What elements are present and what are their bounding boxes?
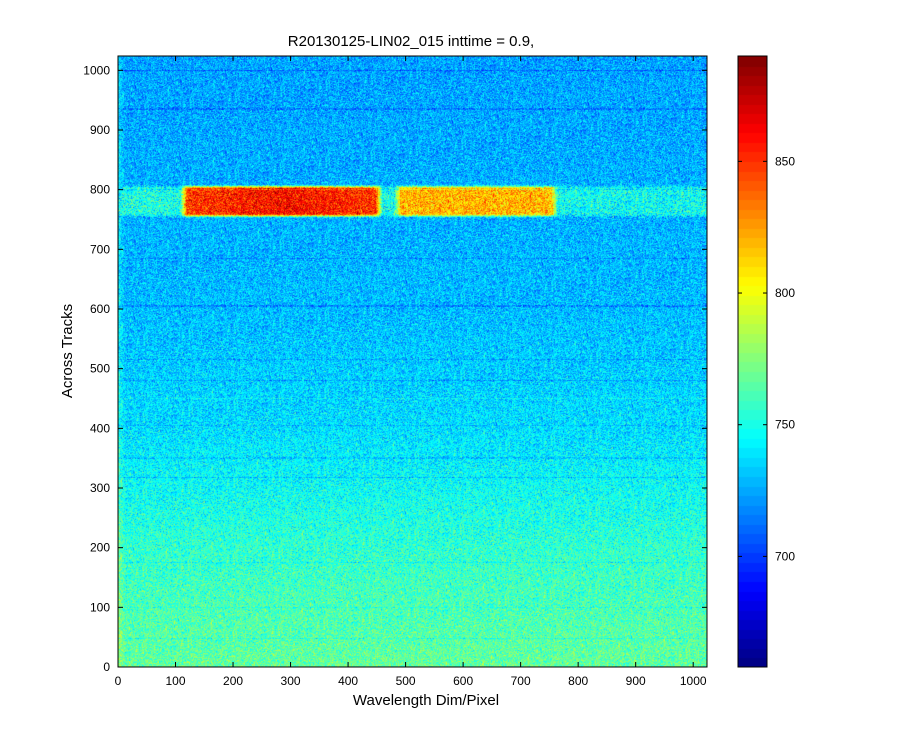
colorbar-frame	[737, 55, 768, 668]
colorbar-axis: 700 750 800 850	[738, 154, 795, 563]
y-tick-label: 500	[90, 362, 110, 376]
y-tick-label: 200	[90, 541, 110, 555]
colorbar-gradient	[738, 56, 767, 667]
x-tick-label: 200	[223, 674, 243, 688]
x-tick-label: 0	[115, 674, 122, 688]
plot-frame	[117, 55, 708, 668]
x-tick-label: 500	[396, 674, 416, 688]
y-tick-label: 400	[90, 421, 110, 435]
x-tick-label: 100	[166, 674, 186, 688]
x-axis-label: Wavelength Dim/Pixel	[353, 692, 499, 709]
y-tick-label: 100	[90, 600, 110, 614]
heatmap-image	[118, 56, 707, 667]
y-tick-label: 1000	[83, 63, 110, 77]
y-tick-label: 700	[90, 242, 110, 256]
x-tick-label: 700	[511, 674, 531, 688]
y-tick-label: 300	[90, 481, 110, 495]
colorbar-tick-label: 750	[775, 418, 795, 432]
y-tick-label: 800	[90, 183, 110, 197]
y-tick-label: 600	[90, 302, 110, 316]
chart-title: R20130125-LIN02_015 inttime = 0.9,	[288, 33, 534, 50]
colorbar: 700 750 800 850	[737, 55, 795, 668]
plot-area: 0 100 200 300 400 500 600 700 800 900 1000 0 100 200…	[83, 55, 708, 688]
y-tick-label: 900	[90, 123, 110, 137]
x-tick-label: 400	[338, 674, 358, 688]
colorbar-tick-label: 700	[775, 549, 795, 563]
y-axis-label: Across Tracks	[59, 304, 76, 398]
colorbar-tick-label: 800	[775, 286, 795, 300]
x-tick-label: 1000	[680, 674, 707, 688]
y-axis: 0 100 200 300 400 500 600 700 800 900 1000	[83, 63, 707, 674]
x-tick-label: 600	[453, 674, 473, 688]
x-tick-label: 900	[626, 674, 646, 688]
x-tick-label: 300	[281, 674, 301, 688]
y-tick-label: 0	[103, 660, 110, 674]
x-tick-label: 800	[568, 674, 588, 688]
colorbar-tick-label: 850	[775, 154, 795, 168]
x-axis: 0 100 200 300 400 500 600 700 800 900 1000	[115, 56, 707, 688]
